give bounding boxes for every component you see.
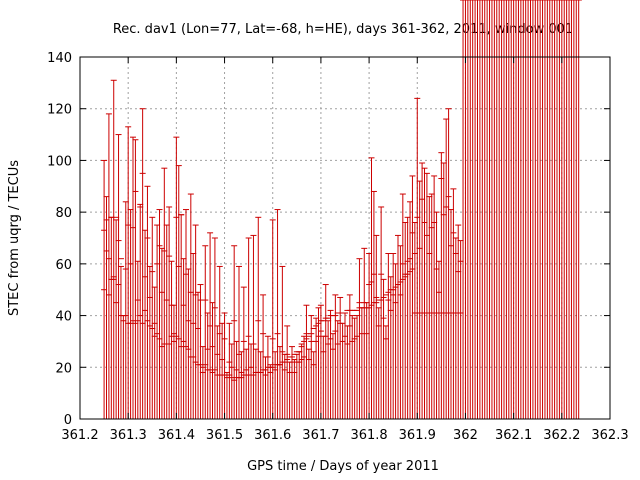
y-tick-label: 0: [64, 413, 72, 428]
y-tick-label: 20: [55, 361, 72, 376]
x-tick-label: 361.8: [350, 428, 387, 443]
plot-frame: [79, 56, 611, 420]
x-tick-label: 362.2: [543, 428, 580, 443]
x-tick-label: 361.3: [110, 428, 147, 443]
y-axis-label: STEC from uqrg / TECUs: [7, 160, 22, 316]
x-tick-label: 362.1: [495, 428, 532, 443]
y-tick-label: 80: [55, 206, 72, 221]
y-tick-label: 40: [55, 310, 72, 325]
axis-ticks: 361.2 361.3 361.4 361.5 361.6 361.7 361.8 361.9…: [47, 51, 628, 443]
y-tick-label: 60: [55, 258, 72, 273]
x-tick-label: 361.7: [302, 428, 339, 443]
x-tick-label: 361.5: [206, 428, 243, 443]
x-axis-label: GPS time / Days of year 2011: [247, 459, 439, 474]
data-series: [101, 0, 582, 419]
y-tick-label: 140: [47, 51, 72, 66]
x-tick-label: 361.6: [254, 428, 291, 443]
x-tick-label: 361.2: [61, 428, 98, 443]
y-tick-label: 120: [47, 103, 72, 118]
x-tick-label: 361.4: [158, 428, 195, 443]
x-tick-label: 362.3: [591, 428, 628, 443]
chart-title: Rec. dav1 (Lon=77, Lat=-68, h=HE), days …: [113, 22, 573, 37]
x-tick-label: 362: [453, 428, 478, 443]
y-tick-label: 100: [47, 154, 72, 169]
x-tick-label: 361.9: [399, 428, 436, 443]
